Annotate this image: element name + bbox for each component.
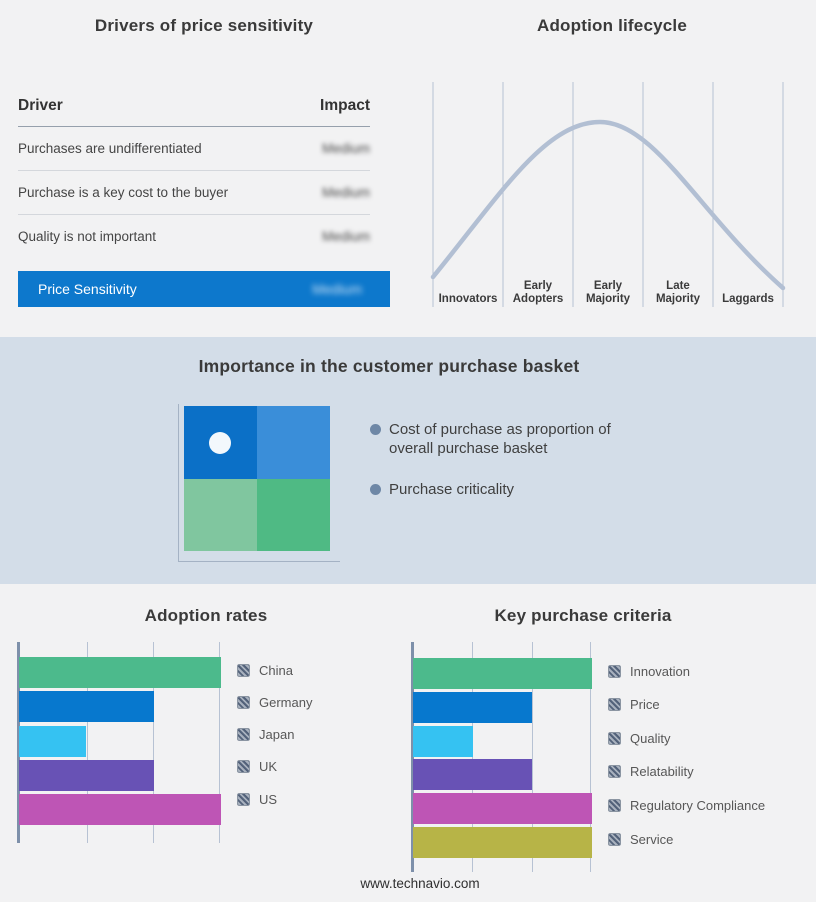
hatched-swatch-icon [608, 832, 621, 846]
driver-label: Quality is not important [18, 229, 157, 244]
stage-label-laggards: Laggards [722, 293, 774, 305]
legend-item-price: Price [608, 697, 660, 713]
gridline [532, 642, 533, 872]
bullet-icon [370, 484, 381, 495]
driver-label: Purchases are undifferentiated [18, 141, 202, 156]
legend-label: Innovation [630, 663, 690, 679]
y-axis-line [17, 642, 20, 843]
hatched-swatch-icon [237, 728, 250, 742]
gridline [87, 642, 88, 843]
legend-label: China [259, 662, 293, 678]
hatched-swatch-icon [237, 760, 250, 774]
purchase-basket-band [0, 337, 816, 584]
bell-curve [430, 119, 786, 291]
legend-label: UK [259, 759, 278, 775]
legend-item-uk: UK [237, 759, 278, 775]
hatched-swatch-icon [608, 698, 621, 712]
driver-row: Quality is not important Medium [18, 215, 370, 258]
driver-row: Purchases are undifferentiated Medium [18, 127, 370, 171]
bar-regulatory-compliance [413, 793, 592, 825]
bar-service [413, 827, 592, 858]
legend-label: US [259, 791, 278, 807]
hatched-swatch-icon [237, 792, 250, 806]
driver-column-header: Driver [18, 97, 63, 114]
bar-japan [19, 725, 86, 757]
legend-label: Japan [259, 727, 295, 743]
impact-value: Medium [321, 141, 370, 156]
gridline [590, 642, 591, 872]
adoption-lifecycle-chart [430, 82, 786, 307]
price-sensitivity-label: Price Sensitivity [38, 281, 137, 297]
stage-label-early-majority: Early Majority [585, 280, 631, 305]
basket-panel-title: Importance in the customer purchase bask… [198, 356, 580, 376]
hatched-swatch-icon [237, 663, 250, 677]
legend-item-relatability: Relatability [608, 764, 694, 780]
lifecycle-stage-labels: Innovators Early Adopters Early Majority La… [408, 276, 816, 306]
price-sensitivity-row: Price Sensitivity Medium [18, 271, 390, 307]
drivers-table-header: Driver Impact [18, 97, 370, 127]
bullet-item: Purchase criticality [370, 480, 642, 499]
drivers-panel-title: Drivers of price sensitivity [94, 16, 314, 35]
legend-label: Quality [630, 730, 671, 746]
quadrant-matrix [184, 406, 330, 551]
bar-uk [19, 759, 154, 791]
bar-germany [19, 691, 154, 723]
driver-label: Purchase is a key cost to the buyer [18, 185, 229, 200]
bullet-text: Cost of purchase as proportion of overal… [389, 421, 611, 457]
impact-value: Medium [321, 185, 370, 200]
quadrant-bottom-left [184, 478, 257, 551]
bar-us [19, 794, 221, 826]
legend-label: Regulatory Compliance [630, 797, 766, 813]
impact-value: Medium [321, 229, 370, 244]
legend-item-china: China [237, 662, 293, 678]
stage-label-innovators: Innovators [438, 293, 498, 305]
quadrant-axes [178, 404, 340, 562]
impact-column-header: Impact [320, 97, 370, 114]
driver-row: Purchase is a key cost to the buyer Mediu… [18, 171, 370, 215]
hatched-swatch-icon [608, 765, 621, 779]
y-axis-line [411, 642, 414, 872]
bar-china [19, 657, 221, 688]
adoption-rates-chart [17, 642, 221, 843]
legend-item-us: US [237, 791, 278, 807]
bar-price [413, 691, 532, 723]
position-marker-dot [209, 432, 231, 454]
bar-innovation [413, 658, 592, 689]
adoption-rates-title: Adoption rates [144, 606, 268, 625]
hatched-swatch-icon [608, 731, 621, 745]
key-purchase-criteria-title: Key purchase criteria [494, 606, 672, 625]
quadrant-top-right [257, 406, 330, 479]
stage-label-early-adopters: Early Adopters [512, 280, 564, 305]
legend-label: Germany [259, 694, 313, 710]
legend-label: Relatability [630, 764, 694, 780]
lifecycle-panel-title: Adoption lifecycle [536, 16, 687, 35]
drivers-table-body: Purchases are undifferentiated Medium Purc… [18, 127, 370, 258]
legend-item-service: Service [608, 831, 674, 847]
bullet-icon [370, 424, 381, 435]
legend-item-quality: Quality [608, 730, 671, 746]
basket-bullet-list: Cost of purchase as proportion of overal… [370, 420, 642, 499]
legend-item-innovation: Innovation [608, 663, 690, 679]
gridline [219, 642, 220, 843]
website-url: www.technavio.com [360, 876, 480, 891]
hatched-swatch-icon [237, 695, 250, 709]
gridline [472, 642, 473, 872]
gridline [153, 642, 154, 843]
stage-label-late-majority: Late Majority [655, 280, 701, 305]
key-purchase-criteria-chart [411, 642, 592, 872]
legend-label: Price [630, 697, 660, 713]
bar-relatability [413, 759, 532, 791]
bar-quality [413, 725, 473, 757]
legend-label: Service [630, 831, 674, 847]
quadrant-bottom-right [257, 478, 330, 551]
bullet-item: Cost of purchase as proportion of overal… [370, 420, 642, 458]
price-sensitivity-impact: Medium [312, 281, 362, 297]
legend-item-regulatory-compliance: Regulatory Compliance [608, 797, 766, 813]
hatched-swatch-icon [608, 798, 621, 812]
legend-item-japan: Japan [237, 727, 295, 743]
bullet-text: Purchase criticality [389, 481, 515, 498]
legend-item-germany: Germany [237, 694, 313, 710]
hatched-swatch-icon [608, 664, 621, 678]
